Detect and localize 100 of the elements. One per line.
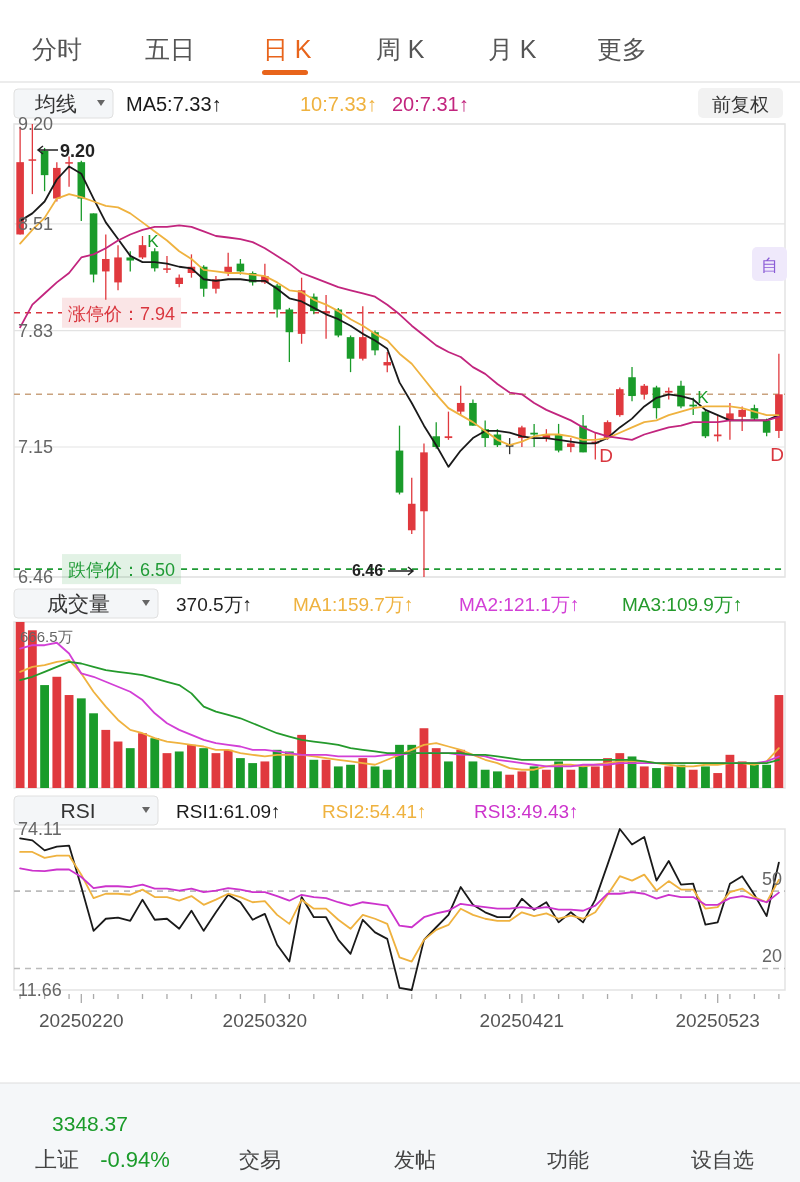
- bar: [382, 769, 392, 788]
- candlestick: [138, 235, 147, 260]
- bar: [493, 771, 502, 788]
- candlestick: [65, 155, 73, 188]
- text: 370.5万↑: [176, 594, 253, 615]
- text: 五日: [145, 35, 195, 63]
- text: RSI3:49.43↑: [474, 801, 579, 822]
- y-tick-label: 7.83: [18, 320, 54, 341]
- bar: [358, 758, 368, 788]
- annotation: 9.20: [60, 141, 96, 161]
- bar: [333, 766, 343, 788]
- text: RSI1:61.09↑: [176, 801, 281, 822]
- annotation: K: [697, 388, 710, 407]
- text: 月 K: [487, 35, 537, 63]
- bar: [113, 741, 123, 788]
- candlestick: [738, 405, 746, 432]
- y-tick-label: 74.11: [18, 819, 62, 839]
- annotation: 6.46: [352, 562, 384, 579]
- text: MA5:7.33↑: [126, 93, 222, 115]
- bar: [431, 748, 441, 788]
- annotation: D: [770, 444, 784, 465]
- ref-line-label: 涨停价：7.94: [68, 303, 176, 324]
- bar: [701, 766, 710, 788]
- candlestick: [285, 307, 294, 363]
- text: MA3:109.9万↑: [622, 594, 743, 615]
- bar: [652, 768, 661, 788]
- text: 发帖: [394, 1148, 436, 1171]
- chart-title: 均线: [33, 92, 77, 115]
- annotation: D: [599, 445, 613, 466]
- bar: [346, 764, 355, 788]
- bar: [284, 751, 294, 788]
- text: 更多: [597, 35, 647, 63]
- bar: [64, 695, 74, 788]
- bar: [89, 713, 98, 788]
- candlestick: [273, 283, 281, 319]
- candlestick: [383, 351, 392, 373]
- candlestick: [444, 410, 453, 441]
- bar: [199, 748, 209, 788]
- chart-title: 成交量: [46, 592, 110, 615]
- text: 功能: [547, 1148, 589, 1171]
- bar: [566, 769, 576, 788]
- text: 周 K: [375, 35, 425, 63]
- line-series: [19, 851, 780, 963]
- bar: [590, 766, 600, 788]
- y-tick-label: 9.20: [18, 114, 54, 134]
- bar: [211, 753, 221, 788]
- text: 交易: [239, 1148, 281, 1171]
- bar: [505, 774, 515, 788]
- bar: [236, 758, 245, 788]
- text: 前复权: [711, 94, 769, 115]
- bar: [309, 759, 319, 788]
- bar: [125, 748, 135, 788]
- bar: [737, 761, 747, 788]
- y-tick-label: 6.46: [18, 567, 54, 587]
- bar: [162, 753, 172, 788]
- x-tick-label: 20250220: [39, 1010, 124, 1031]
- y-tick-label: 7.15: [18, 436, 54, 457]
- bar: [529, 766, 539, 788]
- annotation: 自: [760, 256, 778, 275]
- bar: [138, 733, 147, 788]
- text: -0.94%: [100, 1147, 170, 1172]
- candlestick: [101, 233, 110, 301]
- text: 10:7.33↑: [300, 93, 377, 115]
- bar: [480, 769, 490, 788]
- bar: [370, 766, 380, 788]
- bar: [774, 695, 784, 788]
- bar: [52, 676, 62, 788]
- bar: [272, 749, 282, 788]
- candlestick: [677, 379, 685, 409]
- bar: [150, 738, 160, 788]
- ref-line-label: 20: [761, 946, 782, 967]
- bar: [101, 729, 111, 788]
- text: 日 K: [262, 35, 312, 63]
- bar: [688, 769, 698, 788]
- candlestick: [628, 366, 636, 402]
- bar: [541, 769, 551, 788]
- bar: [468, 761, 478, 788]
- bar: [639, 766, 649, 788]
- text: RSI2:54.41↑: [322, 801, 427, 822]
- text: 设自选: [690, 1148, 754, 1171]
- x-tick-label: 20250523: [675, 1010, 760, 1031]
- text: MA2:121.1万↑: [459, 594, 580, 615]
- bar: [664, 766, 674, 788]
- bar: [223, 749, 233, 788]
- bar: [444, 761, 453, 788]
- candlestick: [456, 385, 465, 416]
- candlestick: [713, 414, 722, 443]
- candlestick: [163, 255, 171, 274]
- bar: [76, 698, 86, 788]
- text: 3348.37: [52, 1112, 128, 1135]
- text: 分时: [32, 35, 82, 63]
- y-tick-label: 11.66: [18, 980, 62, 1000]
- bar: [40, 685, 49, 788]
- bar: [297, 734, 306, 788]
- candlestick: [126, 250, 135, 273]
- text: 20:7.31↑: [392, 93, 469, 115]
- x-tick-label: 20250421: [479, 1010, 565, 1031]
- bar: [174, 751, 184, 788]
- x-tick-label: 20250320: [222, 1010, 308, 1031]
- ref-line-label: 跌停价：6.50: [68, 560, 176, 581]
